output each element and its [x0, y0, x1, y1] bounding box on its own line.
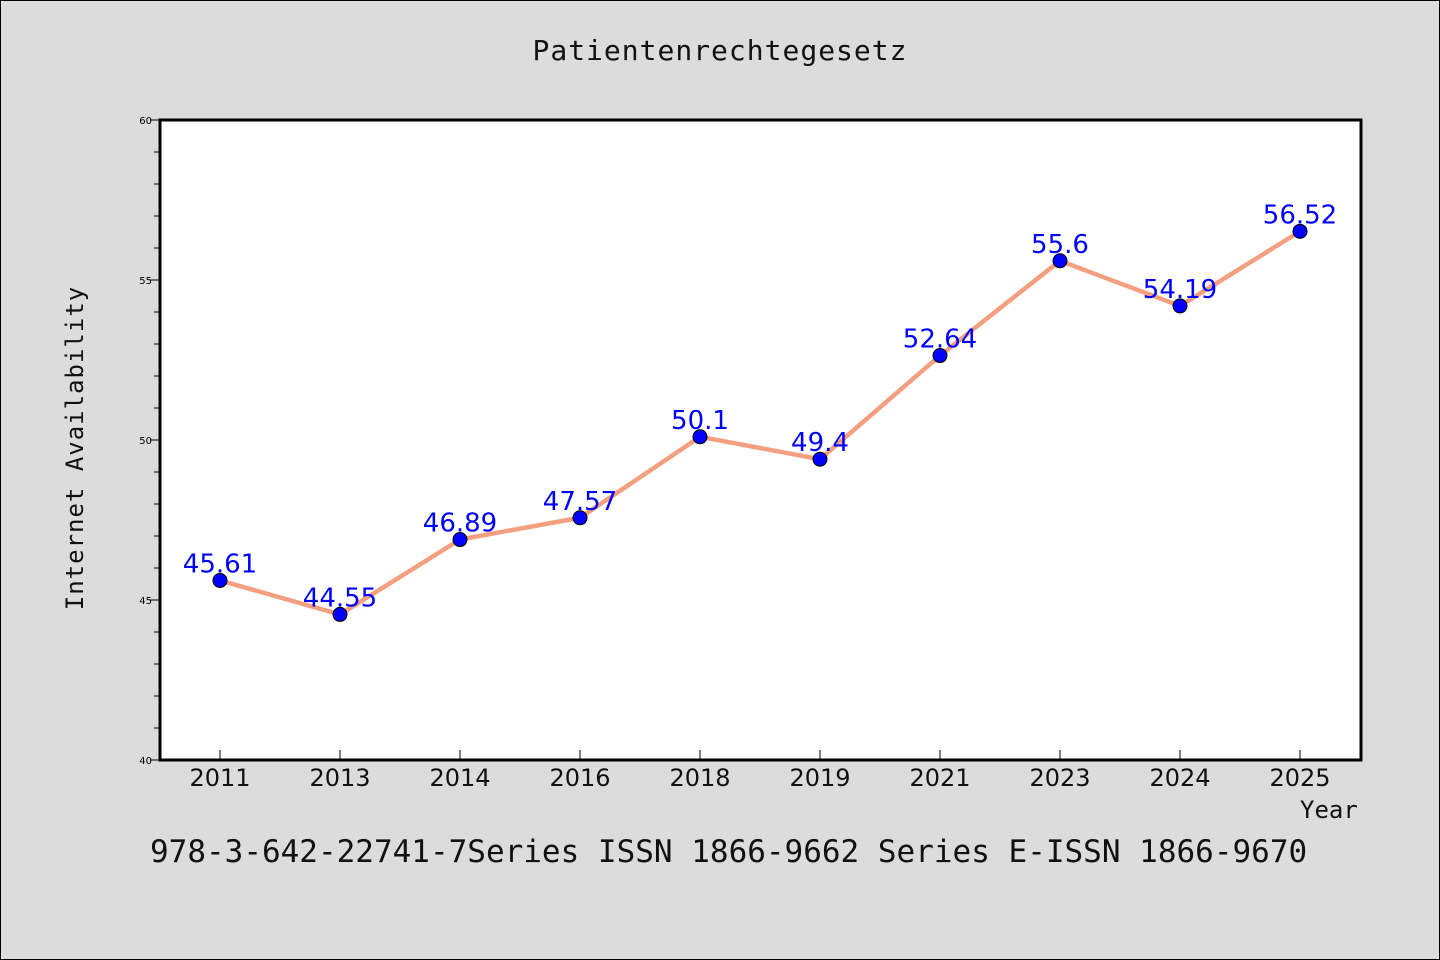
footer-text: 978-3-642-22741-7Series ISSN 1866-9662 S… [150, 834, 1308, 870]
data-markers [212, 223, 1308, 622]
x-tick-label: 2013 [309, 764, 370, 792]
data-label: 45.61 [183, 549, 257, 579]
data-label: 55.6 [1031, 230, 1089, 260]
y-axis: 40 45 50 55 60 [139, 116, 160, 767]
data-label: 54.19 [1143, 275, 1217, 305]
data-point [1292, 223, 1308, 239]
data-label: 44.55 [303, 583, 377, 613]
data-point [1172, 298, 1188, 314]
x-tick-label: 2023 [1029, 764, 1090, 792]
x-tick-label: 2011 [189, 764, 250, 792]
data-label: 49.4 [791, 428, 849, 458]
data-point [932, 348, 948, 364]
y-tick-label: 50 [139, 436, 152, 447]
data-point [332, 606, 348, 622]
series-line [219, 229, 1302, 617]
x-axis: 2011 2013 2014 2016 2018 2019 2021 2023 2024 2025 [189, 750, 1331, 792]
data-labels: 45.61 44.55 46.89 47.57 50.1 49.4 52.64 55.6 54.… [183, 200, 1337, 613]
data-point [572, 510, 588, 526]
x-tick-label: 2018 [669, 764, 730, 792]
y-tick-label: 55 [139, 276, 152, 287]
data-label: 52.64 [903, 325, 977, 355]
data-label: 47.57 [543, 487, 617, 517]
x-tick-label: 2024 [1149, 764, 1210, 792]
x-tick-label: 2019 [789, 764, 850, 792]
data-point [212, 572, 228, 588]
plot-area [160, 120, 1361, 760]
data-label: 56.52 [1263, 200, 1337, 230]
data-point [812, 451, 828, 467]
plot-border [158, 118, 1363, 762]
x-tick-label: 2014 [429, 764, 490, 792]
chart-title: Patientenrechtegesetz [532, 34, 908, 67]
y-tick-label: 60 [139, 116, 152, 127]
x-axis-label: Year [1300, 796, 1358, 824]
x-tick-label: 2021 [909, 764, 970, 792]
y-tick-label: 40 [139, 756, 152, 767]
x-tick-label: 2025 [1269, 764, 1330, 792]
y-tick-label: 45 [139, 596, 152, 607]
data-label: 46.89 [423, 509, 497, 539]
data-point [692, 429, 708, 445]
data-point [452, 532, 468, 548]
data-point [1052, 253, 1068, 269]
x-tick-label: 2016 [549, 764, 610, 792]
data-label: 50.1 [671, 406, 729, 436]
